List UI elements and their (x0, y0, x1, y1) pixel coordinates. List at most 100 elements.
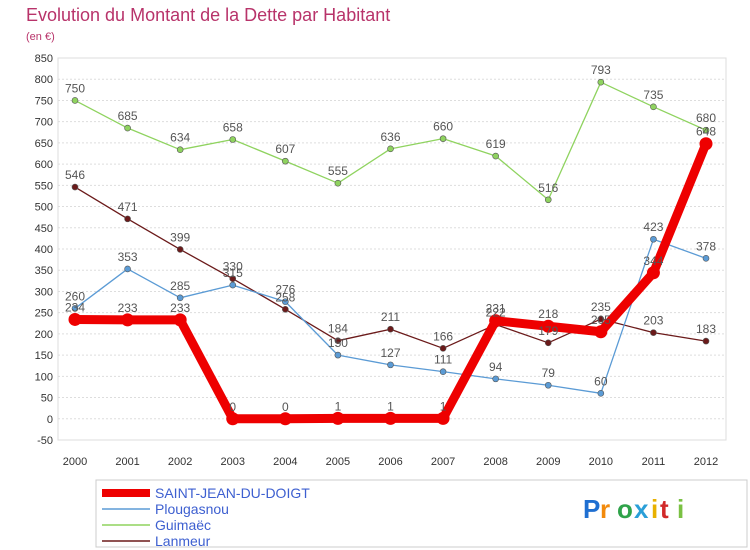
data-point (439, 345, 447, 352)
data-label: 127 (380, 346, 400, 360)
x-tick-label: 2004 (273, 456, 297, 468)
x-tick-label: 2012 (694, 456, 718, 468)
data-label: 111 (434, 353, 453, 367)
data-label: 211 (381, 310, 400, 324)
data-point (387, 145, 394, 153)
y-tick-label: 850 (35, 53, 53, 65)
data-point (702, 126, 710, 134)
data-point (124, 265, 131, 273)
data-point (331, 411, 345, 425)
logo-letter: r (600, 494, 610, 524)
y-tick-label: 350 (35, 265, 53, 277)
data-point (282, 305, 289, 313)
data-point (229, 275, 237, 283)
data-label: 231 (486, 302, 506, 316)
x-axis-ticks: 2000 2001 2002 2003 2004 2005 2006 2007 2008 2009… (63, 456, 718, 468)
legend-label: Plougasnou (155, 501, 229, 517)
x-tick-label: 2003 (221, 456, 245, 468)
data-label: 636 (380, 130, 400, 144)
x-tick-label: 2009 (536, 456, 560, 468)
legend-label: Lanmeur (155, 533, 211, 549)
data-label: 60 (594, 374, 608, 388)
y-tick-label: 650 (35, 138, 53, 150)
y-axis-ticks: -50 0 50 100 150 200 250 300 350 400 450 500 550 600 6… (35, 53, 53, 447)
legend-label: Guimaëc (155, 517, 211, 533)
y-tick-label: 400 (35, 244, 53, 256)
data-point (121, 313, 135, 327)
data-point (702, 337, 710, 345)
data-point (597, 315, 605, 323)
data-point (226, 412, 240, 426)
data-label: 276 (275, 283, 295, 297)
data-label: 150 (328, 336, 348, 350)
data-point (436, 411, 450, 425)
x-tick-label: 2007 (431, 456, 455, 468)
logo-letter: x (634, 494, 649, 524)
data-point (71, 305, 79, 312)
y-tick-label: 100 (35, 371, 53, 383)
data-label: 546 (65, 168, 85, 182)
data-label: 179 (538, 324, 558, 338)
data-point (544, 196, 552, 204)
series-group (68, 78, 713, 426)
data-label: 203 (643, 314, 663, 328)
data-point (544, 381, 552, 389)
data-point (650, 235, 657, 243)
data-label: 183 (696, 322, 716, 336)
logo-letter: t (660, 494, 669, 524)
logo-letter: i (651, 494, 658, 524)
data-label: 471 (118, 200, 138, 214)
data-point (278, 412, 292, 426)
x-tick-label: 2006 (378, 456, 402, 468)
data-point (650, 329, 657, 336)
data-label: 750 (65, 81, 85, 95)
y-tick-label: 300 (35, 286, 53, 298)
legend-box (95, 479, 748, 548)
data-label: 658 (223, 120, 243, 134)
data-point (176, 146, 184, 153)
data-point (489, 314, 503, 328)
data-point (597, 390, 605, 397)
data-point (282, 298, 289, 305)
data-label: 353 (118, 250, 138, 264)
y-tick-label: 50 (41, 393, 53, 405)
legend-label: SAINT-JEAN-DU-DOIGT (155, 485, 310, 501)
data-label: 555 (328, 164, 348, 178)
data-point (124, 124, 131, 132)
data-label: 166 (433, 329, 453, 343)
data-label: 619 (486, 137, 506, 151)
data-label: 516 (538, 181, 558, 195)
data-point (282, 157, 289, 165)
data-point (492, 375, 499, 383)
y-tick-label: 550 (35, 180, 53, 192)
data-point (597, 78, 605, 86)
data-label: 79 (542, 366, 556, 380)
data-label: 235 (591, 300, 611, 314)
x-tick-label: 2008 (483, 456, 507, 468)
logo-letter: P (583, 494, 600, 524)
y-tick-label: 500 (35, 202, 53, 214)
data-label: 793 (591, 63, 611, 77)
data-label: 184 (328, 322, 348, 336)
x-tick-label: 2011 (642, 456, 666, 468)
data-label: 344 (643, 254, 663, 268)
data-label: 634 (170, 131, 190, 145)
y-tick-label: 600 (35, 159, 53, 171)
data-label: 315 (223, 266, 243, 280)
data-label: 285 (170, 279, 190, 293)
data-point (646, 266, 660, 280)
y-tick-label: 700 (35, 117, 53, 129)
data-point (492, 152, 499, 160)
data-point (699, 137, 713, 151)
logo-letter: o (617, 494, 633, 524)
y-tick-label: 200 (35, 329, 53, 341)
y-tick-label: 450 (35, 223, 53, 235)
data-label: 205 (591, 313, 611, 327)
data-label: 399 (170, 230, 190, 244)
data-label: 680 (696, 111, 716, 125)
data-label: 218 (538, 307, 558, 321)
logo-letter: i (677, 494, 684, 524)
data-point (387, 361, 394, 369)
